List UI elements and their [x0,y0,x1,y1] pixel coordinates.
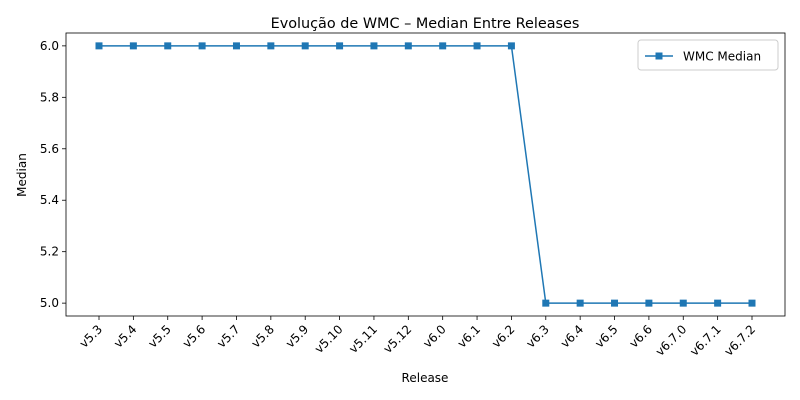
data-point [714,299,722,307]
y-tick-label: 5.4 [40,193,59,207]
data-point [95,42,103,50]
data-point [611,299,619,307]
legend-box [637,39,779,71]
y-tick-label: 6.0 [40,39,59,53]
data-point [507,42,515,50]
data-point [473,42,481,50]
data-point [404,42,412,50]
y-axis: 5.0 5.2 5.4 5.6 5.8 6.0 [40,39,66,310]
data-point [129,42,137,50]
data-point [576,299,584,307]
data-point [232,42,240,50]
y-tick-label: 5.0 [40,296,59,310]
data-point [645,299,653,307]
legend-label: WMC Median [683,50,761,64]
data-point [542,299,550,307]
data-point [679,299,687,307]
data-point [370,42,378,50]
y-tick-label: 5.6 [40,142,59,156]
y-axis-label: Median [15,153,29,197]
data-point [439,42,447,50]
series-line [99,45,752,304]
plot-area [65,32,786,317]
chart-title: Evolução de WMC – Median Entre Releases [271,16,580,32]
x-axis-label: Release [402,371,449,385]
data-point [301,42,309,50]
data-point [198,42,206,50]
y-tick-label: 5.8 [40,90,59,104]
data-point [164,42,172,50]
legend-marker-swatch [655,52,663,60]
data-point [748,299,756,307]
data-point [267,42,275,50]
series-layer [95,42,756,307]
legend: WMC Median [637,39,779,71]
data-point [336,42,344,50]
y-tick-label: 5.2 [40,245,59,259]
